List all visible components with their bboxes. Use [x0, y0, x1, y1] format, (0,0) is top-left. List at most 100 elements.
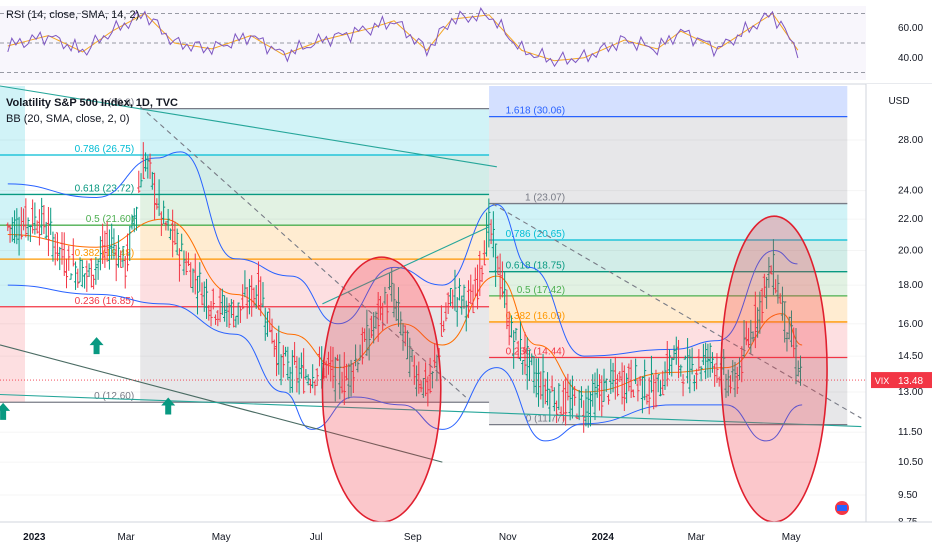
price-bar — [236, 302, 240, 325]
price-bar — [123, 255, 127, 289]
price-bar — [281, 345, 285, 378]
price-bar — [254, 285, 258, 309]
price-bar — [521, 359, 525, 375]
price-bar — [139, 173, 143, 188]
fib-level-label: 1 (23.07) — [525, 193, 565, 204]
price-bar — [283, 346, 288, 357]
price-bar — [71, 238, 75, 267]
rsi-tick-label: 40.00 — [898, 53, 923, 64]
price-bar — [353, 344, 358, 367]
bollinger-upper-band — [7, 151, 798, 357]
fib-zone — [489, 357, 848, 425]
price-bar — [746, 327, 751, 348]
price-bar — [263, 307, 267, 341]
price-bar — [753, 291, 757, 349]
price-bar — [80, 259, 84, 288]
price-bar — [606, 394, 611, 405]
price-bar — [410, 348, 414, 362]
price-bar — [417, 361, 421, 394]
price-bar — [293, 341, 297, 365]
price-bar — [171, 209, 175, 258]
up-arrow-icon — [0, 402, 11, 420]
price-bar — [211, 288, 215, 310]
price-bar — [26, 217, 30, 241]
fibonacci-layer: 0.786 (26.75) 0.618 (23.72) 0.5 (21.60) 0.3… — [0, 86, 848, 426]
flag-icon-inner — [837, 505, 847, 511]
price-bar — [622, 365, 626, 411]
price-bar — [76, 268, 80, 288]
price-bar — [679, 364, 683, 377]
price-bar — [692, 375, 696, 392]
price-bar — [390, 267, 394, 302]
price-bar — [51, 231, 55, 262]
bollinger-legend[interactable]: BB (20, SMA, close, 2, 0) — [6, 113, 130, 125]
price-bar — [765, 276, 769, 309]
price-bar — [566, 373, 570, 401]
price-bar — [494, 243, 498, 287]
price-bar — [722, 349, 726, 375]
price-bar — [157, 179, 161, 217]
price-bar — [634, 358, 638, 385]
price-bar — [259, 276, 263, 317]
rsi-panel: 60.00 40.00 — [0, 6, 932, 85]
price-bar — [649, 355, 654, 393]
price-bar — [295, 356, 299, 393]
price-bar — [173, 221, 177, 245]
price-bar — [277, 325, 281, 375]
price-bar — [200, 282, 204, 306]
price-bar — [514, 327, 518, 341]
price-bar — [141, 142, 145, 179]
price-bar — [548, 388, 552, 422]
up-arrow-icon — [89, 337, 104, 355]
price-bar — [69, 273, 73, 280]
fib-level-label: 0.5 (21.60) — [86, 214, 134, 225]
fib-level-label: 0.382 (16.09) — [506, 311, 566, 322]
price-bar — [358, 344, 362, 361]
price-bar — [35, 220, 39, 234]
price-bar — [503, 272, 507, 309]
trendline — [0, 393, 862, 428]
price-tick-label: 24.00 — [898, 186, 923, 197]
price-bar — [798, 355, 803, 386]
price-bar — [101, 223, 105, 264]
price-bar — [771, 239, 776, 296]
price-bar — [654, 369, 658, 408]
price-bar — [204, 278, 209, 319]
price-bar — [516, 340, 520, 359]
price-tick-label: 28.00 — [898, 135, 923, 146]
price-bar — [19, 207, 23, 240]
chart-title[interactable]: Volatility S&P 500 Index, 1D, TVC — [6, 97, 178, 109]
price-bar — [207, 304, 211, 321]
fib-level-label: 0.618 (18.75) — [506, 261, 566, 272]
price-bar — [484, 212, 489, 257]
price-bar — [155, 198, 159, 210]
highlight-ellipse — [720, 215, 828, 523]
price-bar — [462, 284, 466, 309]
fib-level-label: 1 (30.8) — [100, 98, 134, 109]
price-tick-label: 9.50 — [898, 490, 918, 501]
price-bar — [186, 252, 191, 267]
price-bar — [67, 245, 71, 271]
price-bar — [674, 336, 678, 365]
time-axis-bg — [0, 522, 932, 550]
time-tick-label: May — [212, 532, 231, 543]
price-bar — [344, 363, 349, 381]
price-bar — [306, 374, 310, 386]
price-bar — [250, 275, 254, 317]
fib-zone — [489, 271, 848, 296]
price-bar — [733, 361, 737, 398]
price-bar — [241, 284, 245, 310]
price-bar — [489, 219, 493, 245]
trendline — [0, 85, 497, 168]
price-tick-label: 22.00 — [898, 214, 923, 225]
rsi-legend[interactable]: RSI (14, close, SMA, 14, 2) — [6, 9, 140, 21]
price-bar — [491, 211, 495, 258]
price-bar — [10, 217, 14, 242]
price-bar — [6, 222, 10, 232]
price-bar — [21, 208, 26, 231]
price-bar — [130, 214, 134, 230]
price-bar — [701, 343, 705, 366]
price-bar — [647, 377, 651, 415]
price-bar — [665, 341, 669, 387]
